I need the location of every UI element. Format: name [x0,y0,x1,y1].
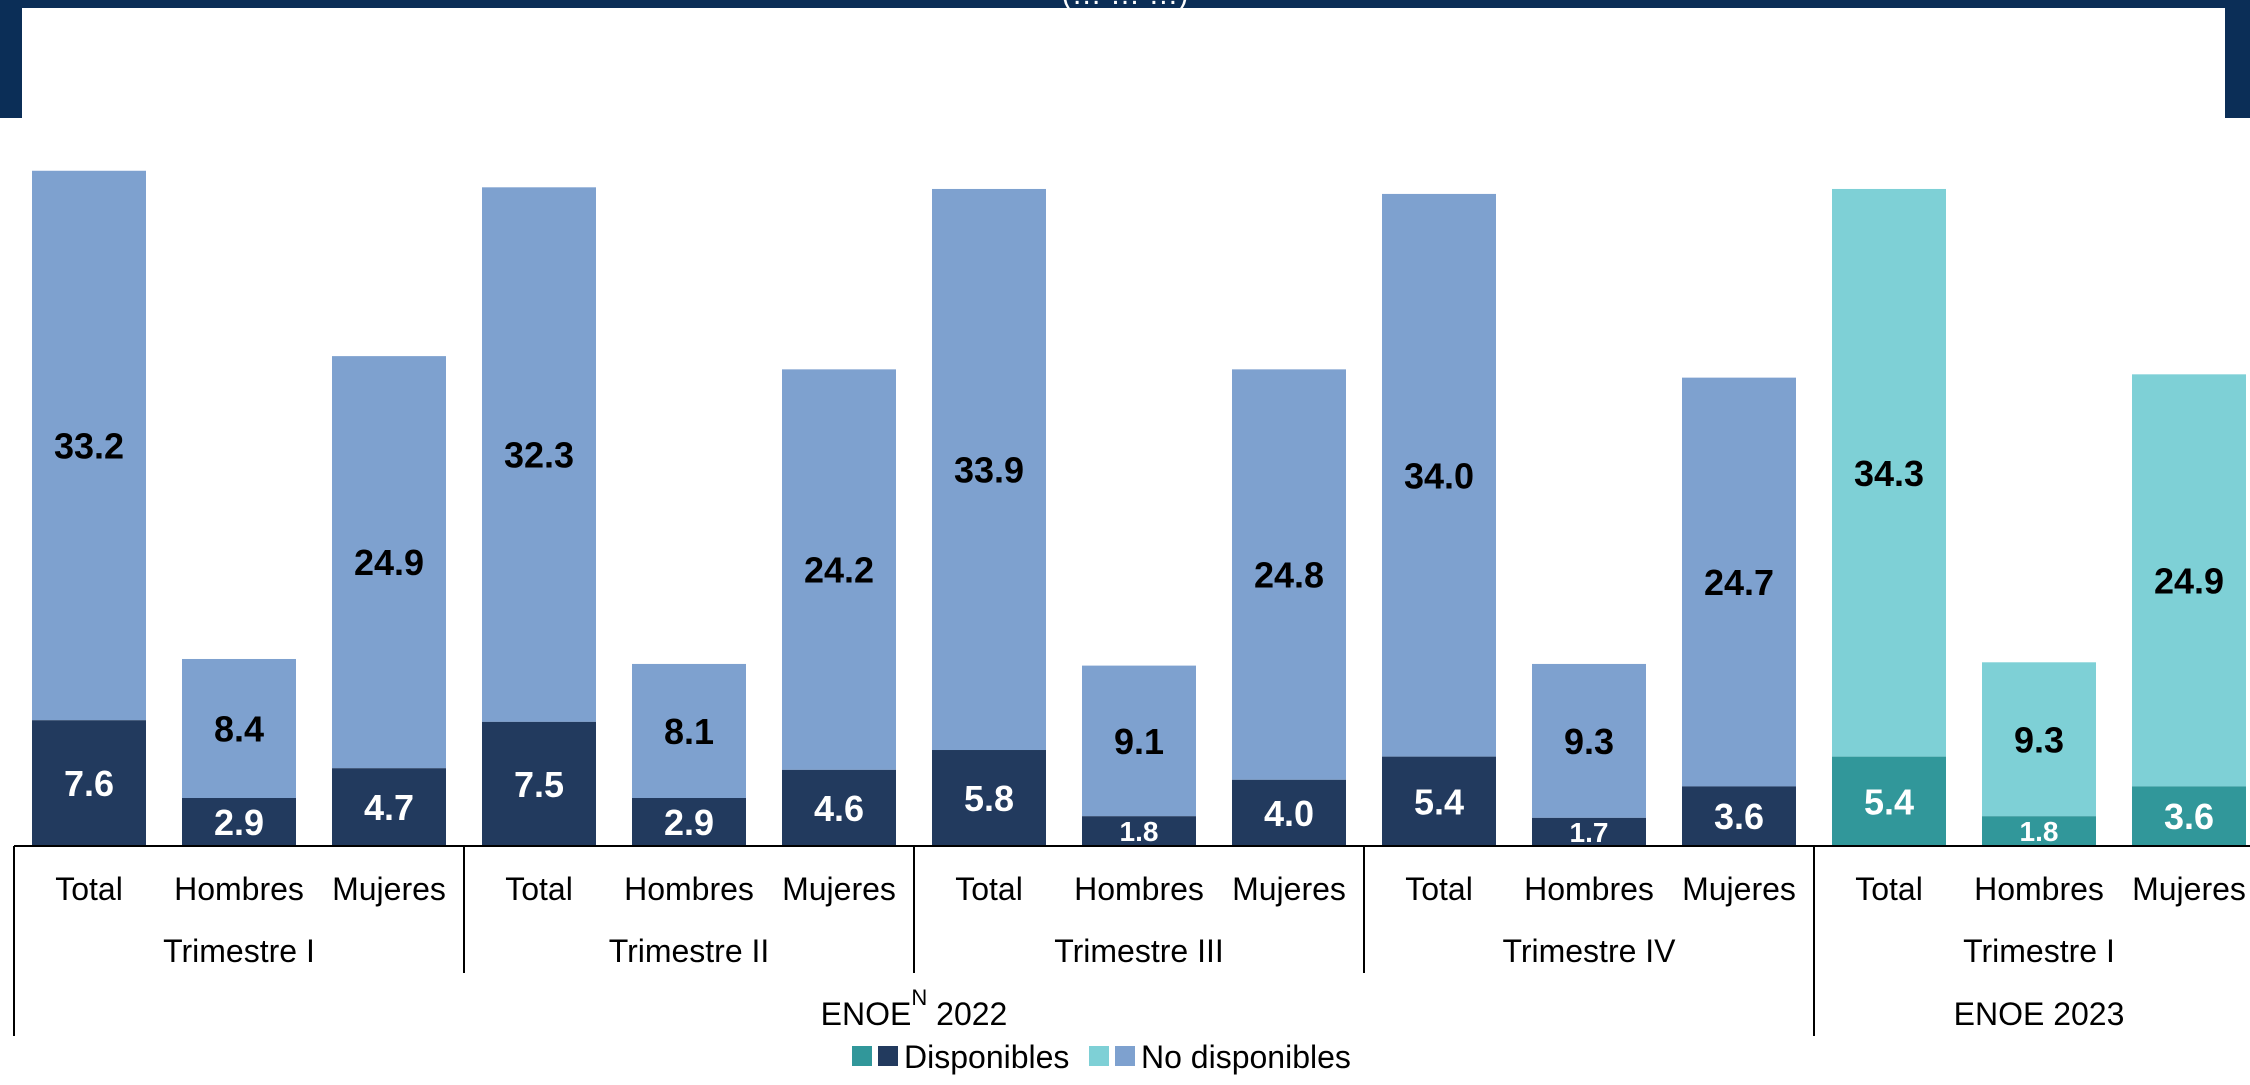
bar-no-disponibles [1082,665,1196,817]
bar-no-disponibles [332,356,446,769]
legend-label: Disponibles [904,1039,1069,1075]
value-label-no-disponibles: 24.7 [1704,562,1774,603]
bar-disponibles [482,721,596,846]
value-label-disponibles: 1.8 [2020,816,2059,847]
quarter-label: Trimestre III [1054,933,1223,969]
bar-disponibles [1832,756,1946,846]
bar-disponibles [32,720,146,846]
legend-label: No disponibles [1141,1039,1351,1075]
bar-no-disponibles [482,187,596,722]
header-title: (… … …) [0,0,2250,12]
category-label: Mujeres [332,871,446,907]
value-label-disponibles: 2.9 [664,802,714,843]
value-label-disponibles: 3.6 [1714,796,1764,837]
category-label: Mujeres [1682,871,1796,907]
bar-disponibles [1532,817,1646,846]
value-label-no-disponibles: 33.2 [54,425,124,466]
legend-swatch [1089,1046,1109,1066]
value-label-no-disponibles: 24.2 [804,550,874,591]
category-label: Hombres [1974,871,2104,907]
bar-disponibles [182,798,296,846]
value-label-disponibles: 3.6 [2164,796,2214,837]
category-label: Hombres [1524,871,1654,907]
value-label-disponibles: 4.6 [814,788,864,829]
value-label-disponibles: 2.9 [214,802,264,843]
header-panel [22,8,2225,123]
bar-no-disponibles [1682,377,1796,787]
value-label-no-disponibles: 9.3 [1564,721,1614,762]
bar-disponibles [782,769,896,846]
value-label-no-disponibles: 24.9 [2154,560,2224,601]
bar-no-disponibles [1532,663,1646,818]
value-label-no-disponibles: 24.9 [354,542,424,583]
value-label-no-disponibles: 34.0 [1404,455,1474,496]
quarter-label: Trimestre II [609,933,770,969]
legend-swatch [852,1046,872,1066]
year-label: ENOEN 2022 [821,985,1008,1032]
value-label-no-disponibles: 9.1 [1114,721,1164,762]
category-label: Total [1405,871,1473,907]
value-label-disponibles: 7.6 [64,763,114,804]
bar-no-disponibles [32,170,146,721]
category-label: Hombres [174,871,304,907]
bar-disponibles [1682,786,1796,846]
bar-disponibles [632,798,746,846]
value-label-disponibles: 5.4 [1414,781,1464,822]
bar-disponibles [1232,779,1346,846]
category-label: Mujeres [2132,871,2246,907]
value-label-disponibles: 7.5 [514,764,564,805]
category-label: Total [1855,871,1923,907]
category-label: Total [55,871,123,907]
bar-no-disponibles [632,663,746,799]
value-label-disponibles: 5.8 [964,778,1014,819]
category-label: Total [505,871,573,907]
value-label-disponibles: 5.4 [1864,781,1914,822]
value-label-no-disponibles: 24.8 [1254,555,1324,596]
bar-no-disponibles [1982,662,2096,817]
category-label: Hombres [624,871,754,907]
category-label: Mujeres [1232,871,1346,907]
bar-no-disponibles [1832,188,1946,757]
value-label-disponibles: 1.7 [1570,817,1609,848]
value-label-disponibles: 4.7 [364,787,414,828]
quarter-label: Trimestre IV [1502,933,1676,969]
bar-disponibles [1082,816,1196,846]
bar-no-disponibles [2132,374,2246,787]
category-label: Total [955,871,1023,907]
bar-disponibles [332,768,446,846]
year-label: ENOE 2023 [1954,996,2125,1032]
bar-disponibles [2132,786,2246,846]
quarter-label: Trimestre I [1963,933,2115,969]
legend-swatch [878,1046,898,1066]
value-label-no-disponibles: 9.3 [2014,719,2064,760]
value-label-no-disponibles: 33.9 [954,449,1024,490]
value-label-disponibles: 4.0 [1264,793,1314,834]
bar-no-disponibles [782,369,896,770]
category-label: Mujeres [782,871,896,907]
bar-no-disponibles [1382,193,1496,757]
bar-no-disponibles [182,658,296,799]
bar-disponibles [1382,756,1496,846]
value-label-no-disponibles: 32.3 [504,435,574,476]
quarter-label: Trimestre I [163,933,315,969]
value-label-no-disponibles: 8.1 [664,711,714,752]
bar-no-disponibles [1232,369,1346,780]
category-label: Hombres [1074,871,1204,907]
bar-disponibles [1982,816,2096,846]
value-label-no-disponibles: 8.4 [214,708,264,749]
bar-no-disponibles [932,188,1046,751]
value-label-no-disponibles: 34.3 [1854,453,1924,494]
value-label-disponibles: 1.8 [1120,816,1159,847]
bar-disponibles [932,750,1046,846]
legend-swatch [1115,1046,1135,1066]
